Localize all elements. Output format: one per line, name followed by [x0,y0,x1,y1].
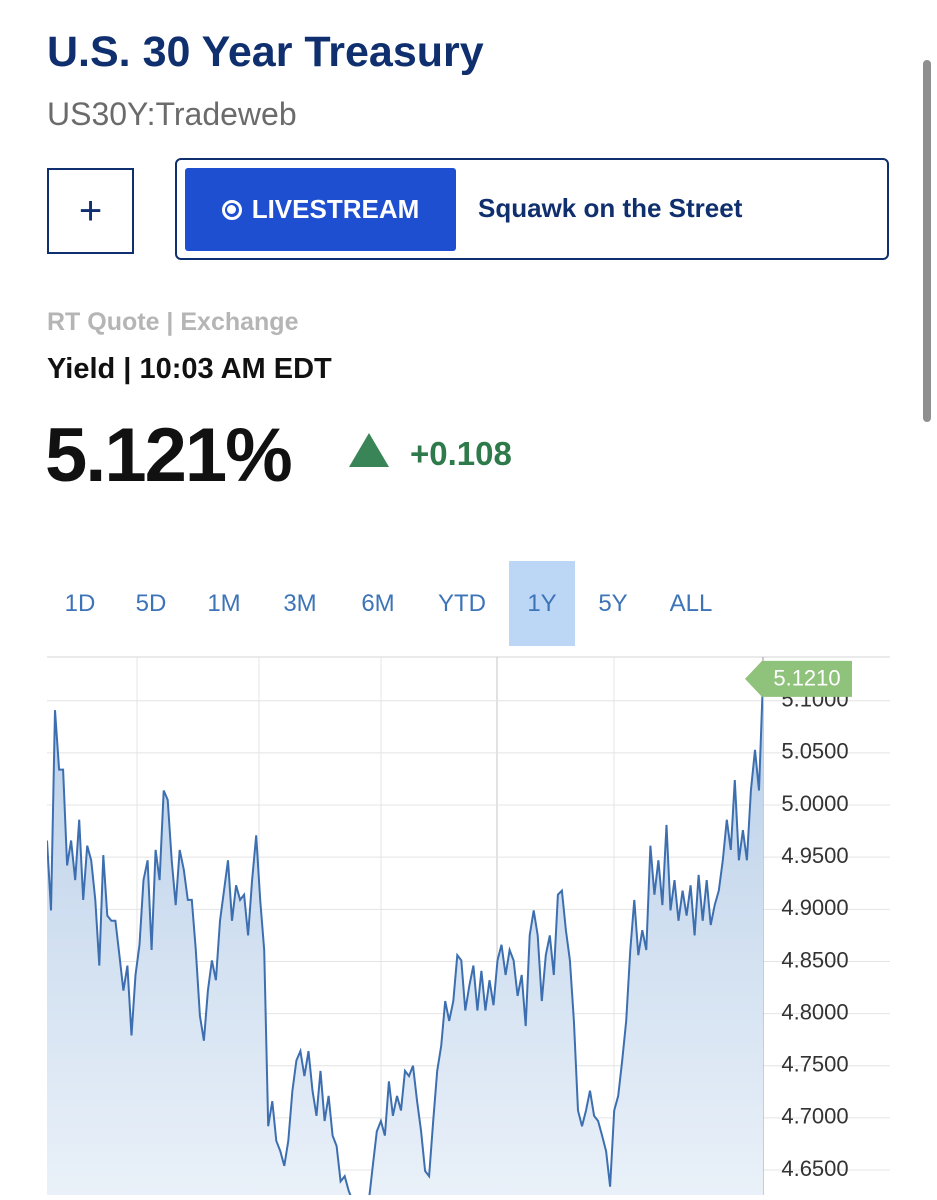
scrollbar [923,60,931,422]
livestream-box [175,158,889,260]
symbol: US30Y:Tradeweb [47,96,297,132]
range-tab[interactable]: YTD [438,589,486,617]
y-tick-label: 5.0000 [781,791,848,816]
add-button[interactable]: + [47,168,134,254]
last-value-label: 5.1210 [773,666,840,691]
y-tick-label: 5.0500 [781,739,848,764]
line [47,678,763,1195]
range-tab[interactable]: 1M [207,589,241,617]
range-tab[interactable]: 5D [135,589,167,617]
range-tab[interactable]: 3M [283,589,317,617]
range-tab[interactable]: 6M [361,589,395,617]
live-icon [221,199,242,220]
range-tab[interactable]: 5Y [598,589,628,617]
y-tick-label: 4.9500 [781,843,848,868]
range-tab[interactable]: 1Y [509,561,575,646]
yield-change: +0.108 [410,435,512,472]
last-yield: 5.121% [45,413,293,498]
y-tick-label: 4.7500 [781,1052,848,1077]
area [47,678,763,1195]
quote-source: RT Quote | Exchange [47,308,299,336]
up-arrow [349,433,389,467]
y-tick-label: 4.8000 [781,999,848,1024]
show-link[interactable]: Squawk on the Street [478,193,743,223]
plot [47,678,763,1195]
y-tick-label: 4.7000 [781,1104,848,1129]
y-tick-label: 4.8500 [781,947,848,972]
livestream-button[interactable]: LIVESTREAM [185,168,456,251]
livestream-label: LIVESTREAM [251,194,420,224]
range-tab[interactable]: 1D [64,589,96,617]
y-tick-label: 4.6500 [781,1156,848,1181]
page-title: U.S. 30 Year Treasury [47,28,484,76]
quote-time: Yield | 10:03 AM EDT [47,353,332,385]
last-value-tag [745,660,852,697]
y-tick-label: 4.9000 [781,895,848,920]
range-tabs: 1D 5D 1M 3M 6M YTD 1Y 5Y ALL [47,561,731,646]
range-tab[interactable]: ALL [669,589,713,617]
